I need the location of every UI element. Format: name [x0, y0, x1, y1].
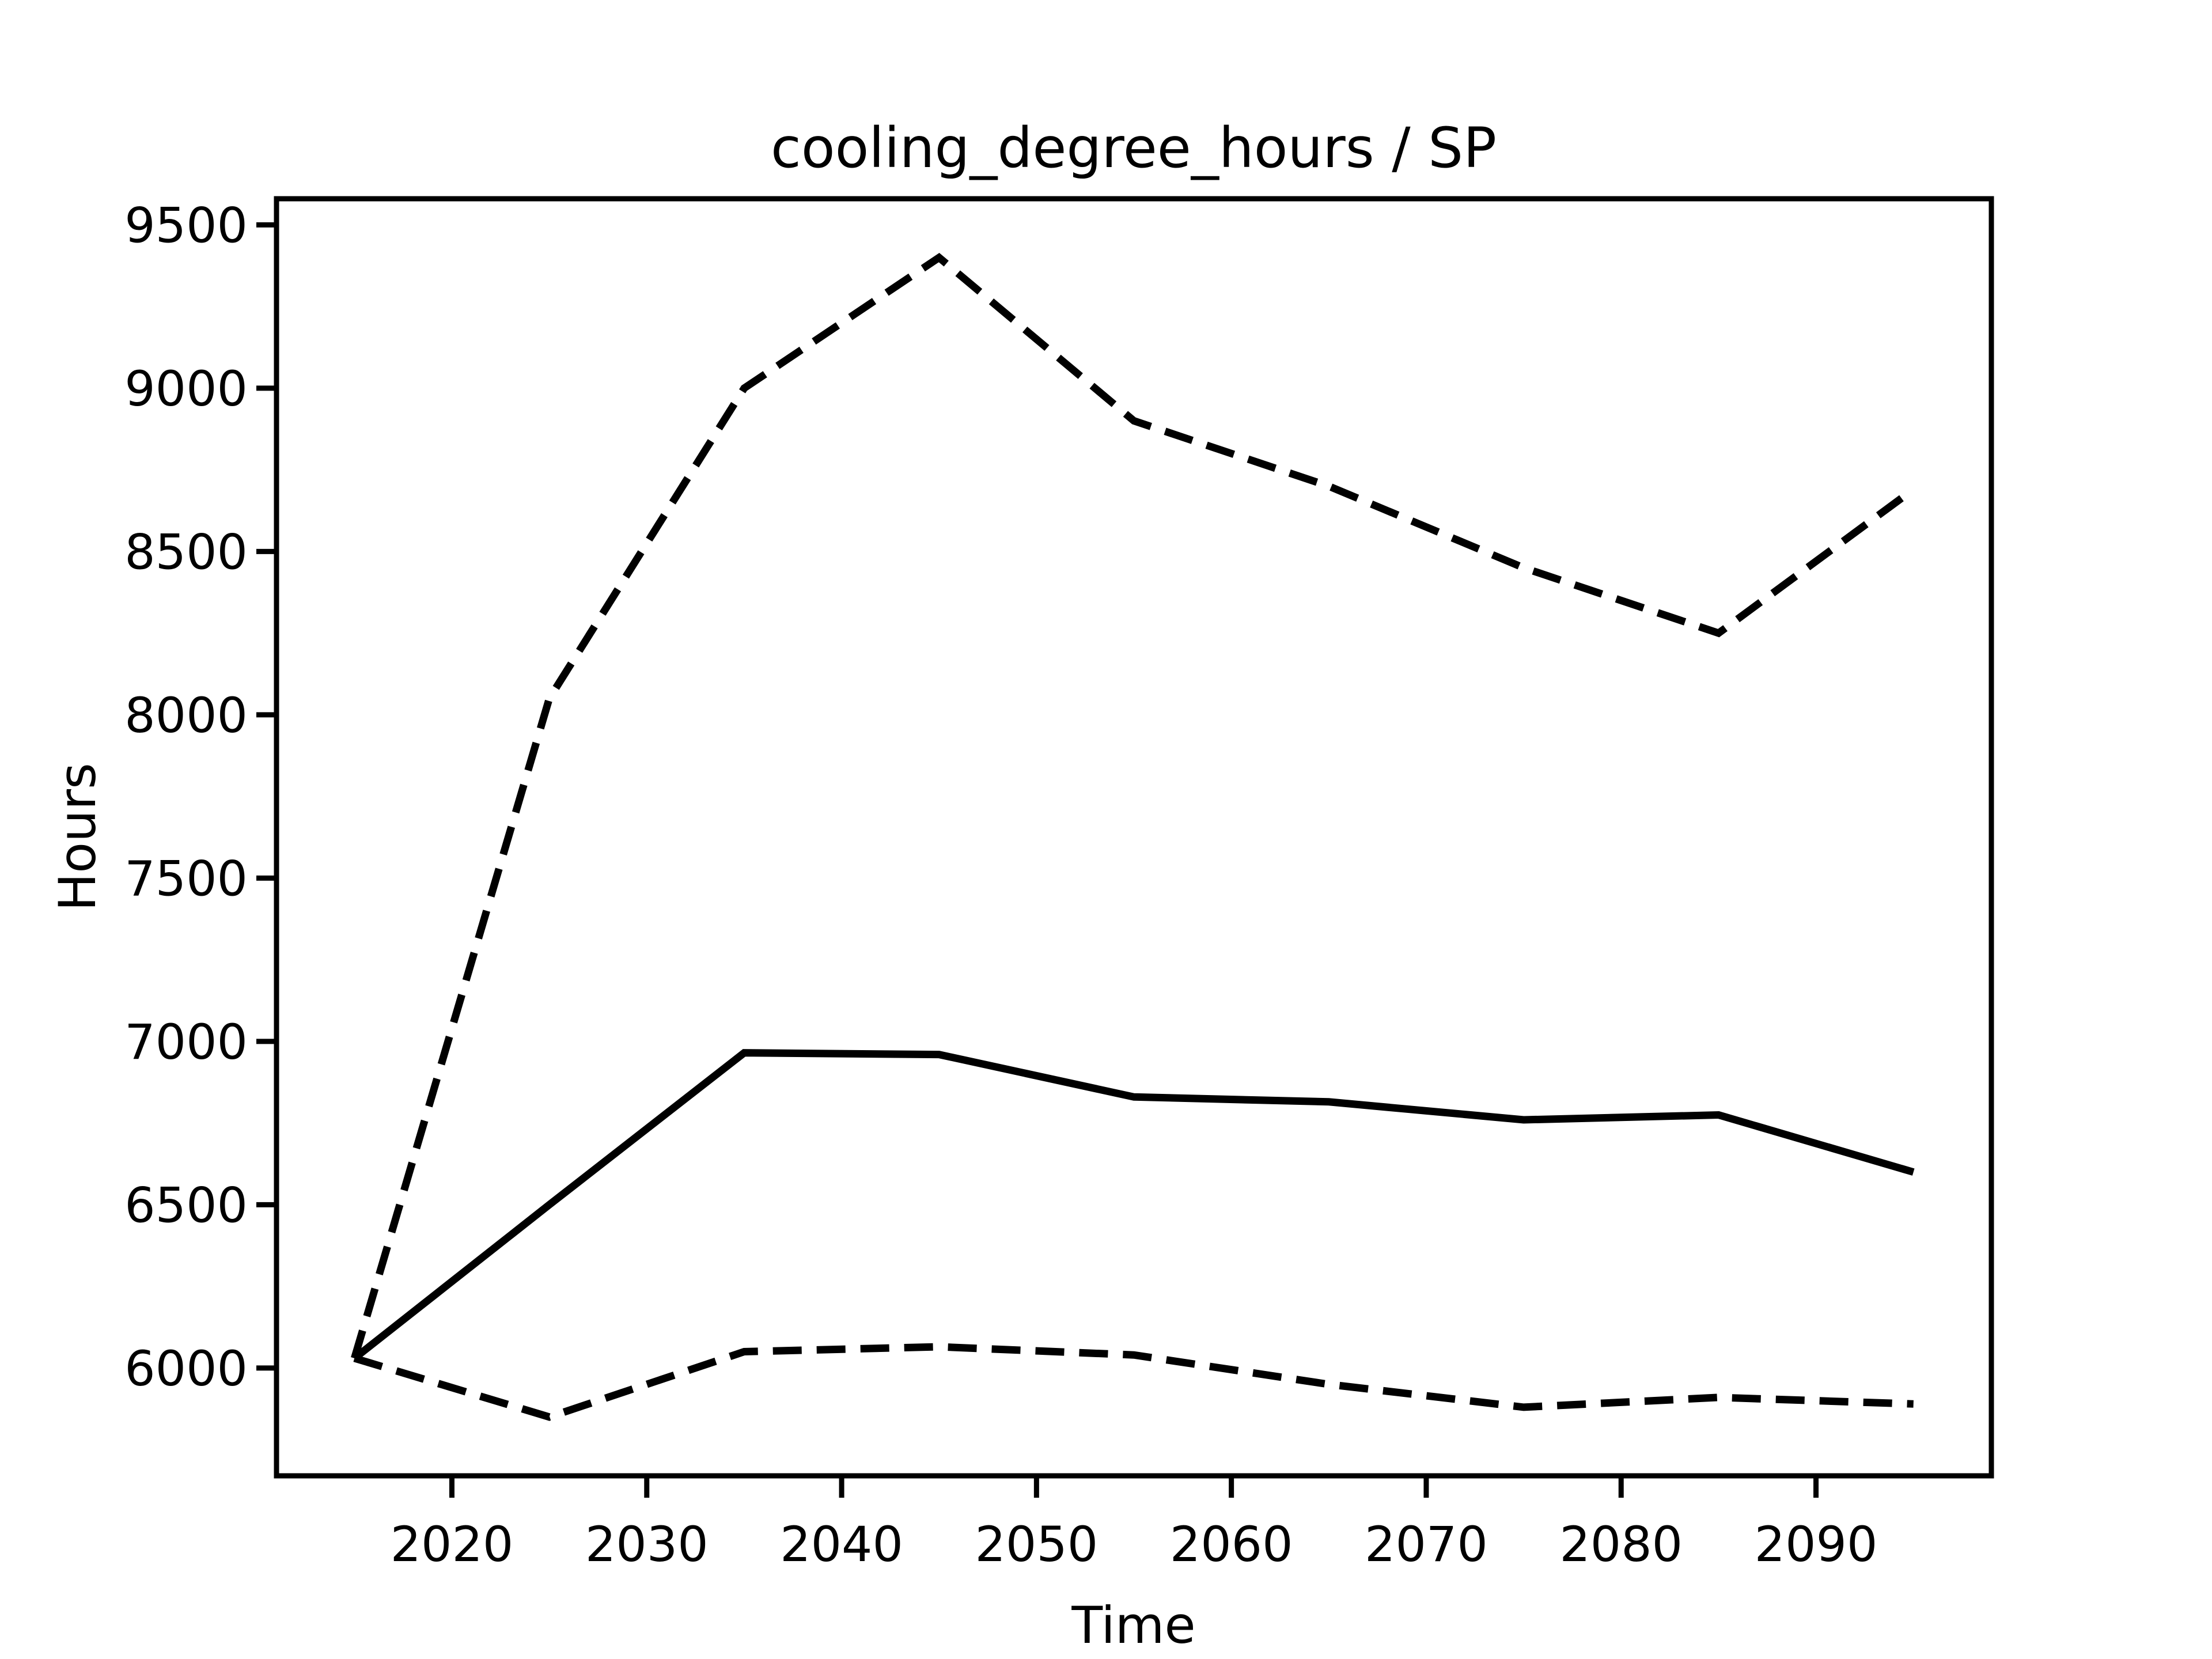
- y-tick-label: 8500: [124, 524, 248, 580]
- y-tick-label: 7000: [124, 1014, 248, 1070]
- x-tick-label: 2050: [975, 1516, 1098, 1573]
- x-tick-label: 2060: [1170, 1516, 1293, 1573]
- x-axis-label: Time: [1071, 1596, 1195, 1655]
- x-axis-tick-labels: 2020 2030 2040 2050 2060 2070 2080 2090: [391, 1516, 1878, 1573]
- series-line-lower-envelope: [353, 1343, 1914, 1421]
- data-series: [351, 252, 1916, 1421]
- x-tick-label: 2030: [585, 1516, 709, 1573]
- x-tick-label: 2090: [1755, 1516, 1878, 1573]
- x-axis-ticks: [449, 1476, 1819, 1498]
- y-tick-label: 9000: [124, 361, 248, 417]
- x-tick-label: 2070: [1365, 1516, 1488, 1573]
- y-tick-label: 6000: [124, 1340, 248, 1397]
- series-line-upper-envelope: [351, 252, 1916, 1359]
- y-tick-label: 9500: [124, 197, 248, 253]
- plot-area-spines: [274, 196, 1994, 1479]
- chart-title: cooling_degree_hours / SP: [771, 116, 1497, 180]
- y-tick-label: 7500: [124, 850, 248, 907]
- y-axis-ticks: [256, 222, 276, 1371]
- y-axis-label: Hours: [48, 763, 107, 911]
- series-line-mean: [352, 1049, 1915, 1362]
- y-axis-tick-labels: 6000 6500 7000 7500 8000 8500 9000 9500: [124, 197, 248, 1397]
- y-tick-label: 6500: [124, 1177, 248, 1233]
- x-tick-label: 2020: [391, 1516, 514, 1573]
- x-tick-label: 2040: [780, 1516, 903, 1573]
- x-tick-label: 2080: [1559, 1516, 1683, 1573]
- y-tick-label: 8000: [124, 687, 248, 744]
